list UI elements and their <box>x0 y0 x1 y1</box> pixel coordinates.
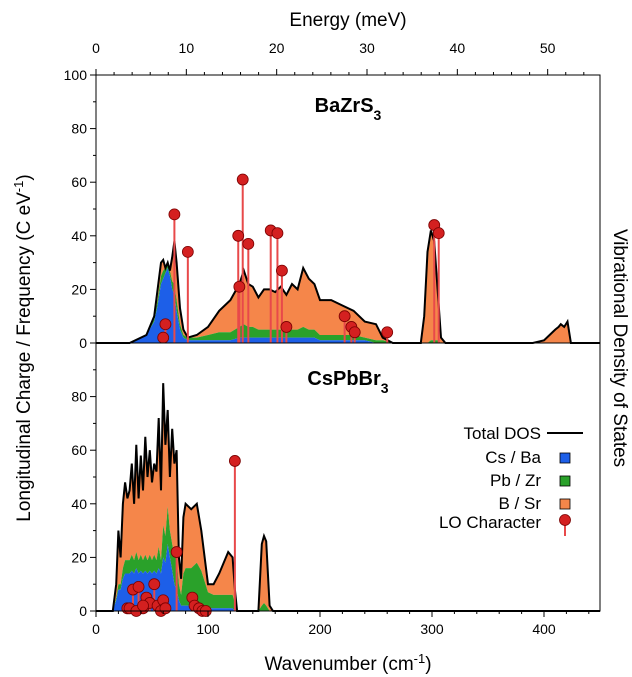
lo-marker <box>338 310 351 323</box>
lo-marker <box>148 578 161 591</box>
right-axis-title: Vibrational Density of States <box>609 229 630 467</box>
legend-label-lo: LO Character <box>439 513 541 532</box>
legend-label-pb: Pb / Zr <box>490 471 541 490</box>
lo-marker <box>271 227 284 240</box>
legend-label-cs: Cs / Ba <box>485 448 541 467</box>
lo-marker <box>280 321 293 333</box>
x-tick-label: 400 <box>532 621 556 637</box>
bottom-axis-title: Wavenumber (cm-1) <box>264 651 431 676</box>
panel-title-bazrs3: BaZrS3 <box>315 95 382 123</box>
x-tick-label: 300 <box>420 621 444 637</box>
lo-marker <box>170 546 183 558</box>
top-tick-label: 30 <box>359 40 375 56</box>
lo-marker <box>242 237 255 250</box>
top-tick-label: 0 <box>92 40 100 56</box>
y-tick-label: 80 <box>71 389 87 405</box>
top-tick-label: 50 <box>540 40 556 56</box>
lo-marker <box>181 245 194 258</box>
lo-marker <box>233 280 246 293</box>
legend-swatch-lo-marker <box>559 514 571 526</box>
lo-marker <box>232 229 245 242</box>
legend-label-b: B / Sr <box>498 494 541 513</box>
top-tick-label: 40 <box>450 40 466 56</box>
top-tick-label: 10 <box>179 40 195 56</box>
y-tick-label: 60 <box>71 442 87 458</box>
bottom-axis-ticks: 0 100 200 300 400 <box>92 611 590 637</box>
y-tick-label: 80 <box>71 121 87 137</box>
lo-marker <box>276 264 288 277</box>
left-axis-title: Longitudinal Charge / Frequency (C eV-1) <box>11 174 36 521</box>
lo-marker <box>236 173 249 186</box>
lo-marker <box>432 227 445 240</box>
y-tick-label: 60 <box>71 174 87 190</box>
lo-marker <box>348 326 361 339</box>
top-axis-title: Energy (meV) <box>289 10 406 31</box>
y-tick-label: 40 <box>71 496 87 512</box>
x-tick-label: 100 <box>196 621 220 637</box>
legend-label-total: Total DOS <box>464 424 541 443</box>
lo-marker <box>137 599 149 612</box>
lo-marker <box>381 326 394 339</box>
lo-marker <box>159 602 172 615</box>
y-tick-label: 20 <box>71 549 87 565</box>
y-tick-label: 20 <box>71 281 87 297</box>
legend-swatch-cs <box>559 452 571 464</box>
legend-swatch-b <box>559 498 571 510</box>
panel-title-cspbbr3: CsPbBr3 <box>307 368 388 396</box>
lo-marker <box>168 208 181 221</box>
top-tick-label: 20 <box>269 40 285 56</box>
lo-marker <box>159 318 172 331</box>
panel-cspbbr3: 0 20 40 60 80 <box>71 342 601 619</box>
lo-marker <box>132 580 145 593</box>
y-tick-label: 40 <box>71 228 87 244</box>
legend: Total DOS Cs / Ba Pb / Zr B / Sr LO Char… <box>439 424 583 536</box>
lo-marker <box>157 331 170 344</box>
y-tick-label: 0 <box>79 335 87 351</box>
y-tick-label: 100 <box>64 67 88 83</box>
y-tick-label: 0 <box>79 603 87 619</box>
area-b-sr-0 <box>96 230 600 343</box>
top-axis-ticks: 0 10 20 30 40 50 <box>92 40 585 75</box>
x-tick-label: 200 <box>308 621 332 637</box>
x-tick-label: 0 <box>92 621 100 637</box>
lo-marker <box>228 455 241 467</box>
legend-swatch-pb <box>559 475 571 487</box>
